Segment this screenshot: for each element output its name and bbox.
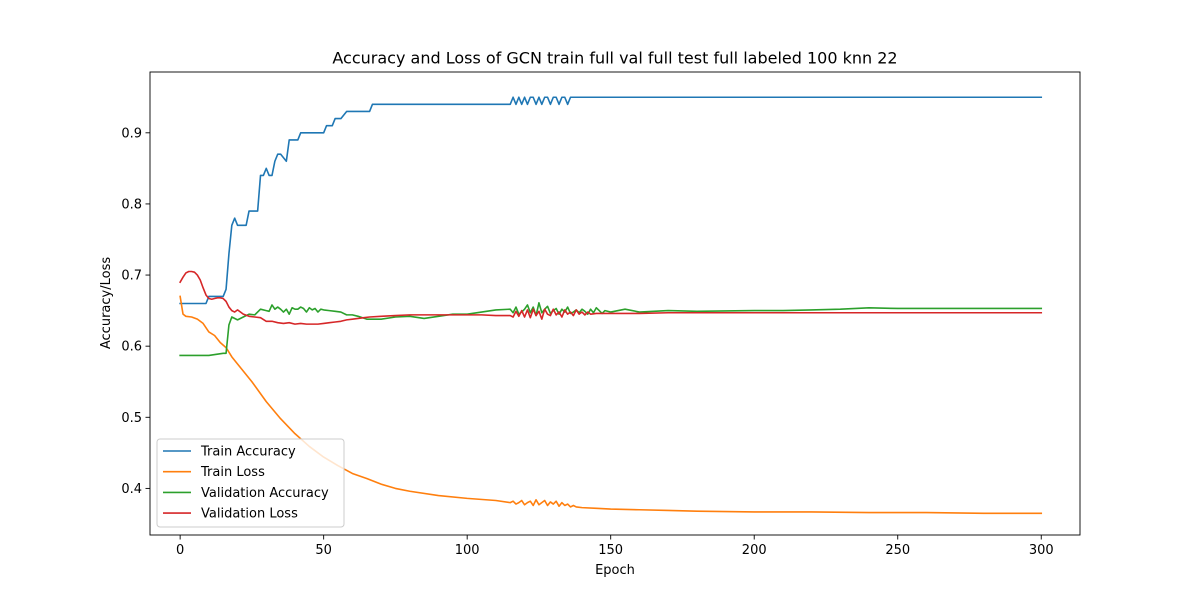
axes-frame (149, 71, 1081, 536)
legend-box (156, 438, 345, 528)
x-axis-label: Epoch (595, 563, 635, 578)
legend-label-train-loss: Train Loss (200, 465, 265, 480)
plot-area: 0 50 100 150 200 250 300 0.4 0.5 0.6 0.7 0.8 0.9 (121, 71, 1081, 558)
x-tick-label: 250 (885, 543, 910, 558)
legend-label-validation-accuracy: Validation Accuracy (201, 486, 329, 501)
y-tick-label: 0.7 (121, 269, 142, 284)
legend-label-validation-loss: Validation Loss (201, 507, 298, 522)
y-tick-label: 0.4 (121, 482, 142, 497)
x-tick-label: 200 (742, 543, 767, 558)
y-tick-label: 0.9 (121, 126, 142, 141)
series-line-train-loss (179, 295, 1043, 515)
series-line-validation-loss (179, 270, 1043, 325)
x-tick-label: 150 (598, 543, 623, 558)
series-line-train-accuracy (179, 96, 1043, 305)
legend-label-train-accuracy: Train Accuracy (200, 445, 296, 460)
y-axis-label: Accuracy/Loss (99, 257, 114, 349)
x-tick-label: 300 (1029, 543, 1054, 558)
legend: Train Accuracy Train Loss Validation Accur… (156, 438, 345, 528)
x-tick-label: 100 (455, 543, 480, 558)
x-tick-label: 0 (176, 543, 184, 558)
y-tick-label: 0.8 (121, 197, 142, 212)
series-line-validation-accuracy (179, 301, 1043, 357)
y-tick-label: 0.6 (121, 340, 142, 355)
y-tick-label: 0.5 (121, 411, 142, 426)
chart-title: Accuracy and Loss of GCN train full val … (332, 49, 897, 68)
x-tick-label: 50 (315, 543, 332, 558)
